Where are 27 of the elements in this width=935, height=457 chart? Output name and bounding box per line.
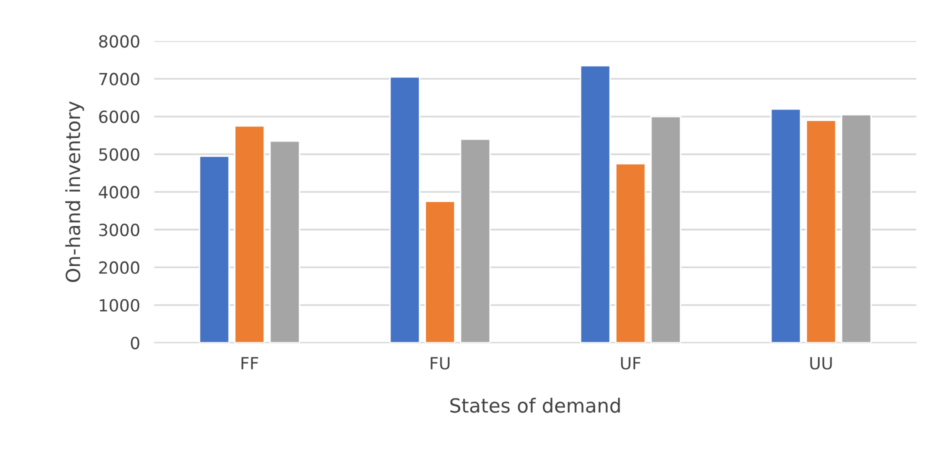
bar [460, 138, 491, 343]
bar [840, 114, 872, 343]
bar [269, 140, 300, 343]
x-tick-label: UF [621, 357, 640, 370]
bar [580, 64, 611, 343]
bar [389, 76, 420, 343]
y-tick-label: 6000 [99, 110, 140, 124]
x-tick-label: UU [810, 357, 832, 370]
y-tick-label: 2000 [99, 261, 140, 274]
x-tick-label: FU [430, 357, 450, 370]
y-tick-label: 8000 [99, 35, 140, 48]
x-axis-title: States of demand [450, 398, 620, 413]
bar [770, 108, 802, 343]
y-tick-label: 4000 [98, 186, 140, 199]
bar [424, 200, 456, 343]
bar [234, 125, 265, 343]
bar [615, 162, 646, 343]
y-tick-label: 5000 [99, 148, 140, 161]
y-tick-label: 1000 [100, 299, 140, 312]
bar [198, 155, 230, 343]
y-tick-label: 0 [130, 336, 140, 350]
bar [806, 120, 837, 343]
bar [650, 116, 682, 343]
x-tick-label: FF [242, 357, 258, 370]
y-axis-title: On-hand inventory [65, 101, 84, 282]
y-tick-label: 7000 [99, 72, 140, 86]
y-tick-label: 3000 [99, 224, 140, 236]
